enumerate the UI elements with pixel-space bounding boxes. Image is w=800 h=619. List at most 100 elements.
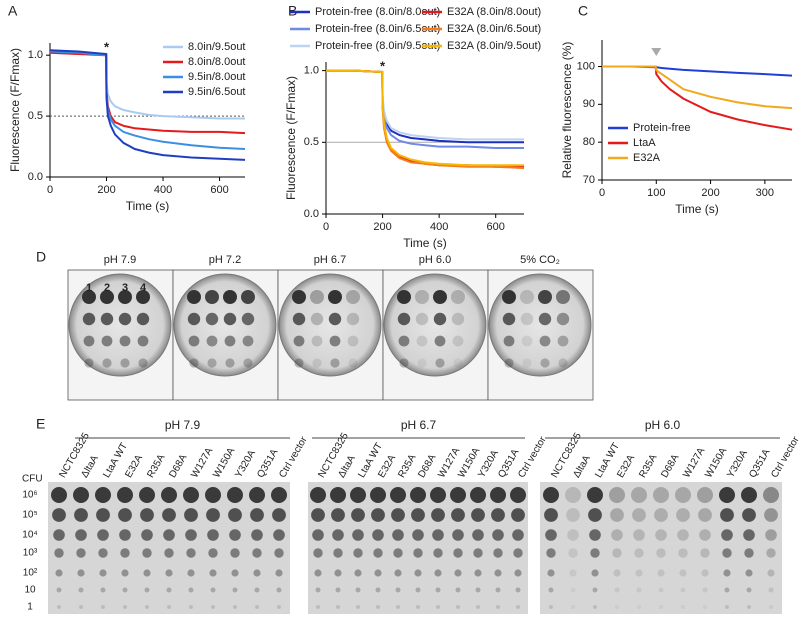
y-tick-label: 80 [583,136,595,148]
colony-spot [415,312,429,326]
colony-spot [632,508,646,522]
plate [488,273,592,377]
colony-spot [633,529,645,541]
legend-label: 9.5in/6.5out [188,86,246,98]
colony-spot [183,487,199,503]
condition-label: 5% CO₂ [520,254,560,266]
colony-spot [703,605,707,609]
colony-spot [142,548,152,558]
x-axis-label: Time (s) [126,199,170,213]
colony-spot [141,529,153,541]
colony-spot [495,587,501,593]
colony-spot [701,569,709,577]
legend-label: E32A [633,152,661,164]
colony-spot [493,548,503,558]
colony-spot [511,508,525,522]
colony-spot [456,605,460,609]
colony-spot [452,335,464,347]
colony-spot [253,569,261,577]
colony-spot [209,569,217,577]
colony-spot [747,605,751,609]
colony-spot [121,569,129,577]
colony-spot [138,358,148,368]
colony-spot [184,508,198,522]
condition-label: pH 6.7 [314,254,346,266]
colony-spot [635,569,643,577]
legend-label: E32A (8.0in/9.5out) [447,40,541,52]
colony-spot [568,548,578,558]
series-line [326,69,525,170]
colony-spot [473,548,483,558]
colony-spot [254,587,260,593]
colony-spot [331,508,345,522]
colony-spot [118,508,132,522]
colony-spot [397,312,411,326]
cfu-label: 10⁵ [22,510,37,521]
x-tick-label: 400 [154,184,172,196]
colony-spot [77,569,85,577]
colony-spot [471,508,485,522]
colony-spot [353,548,363,558]
colony-spot [229,529,241,541]
colony-spot [206,335,218,347]
colony-spot [591,569,599,577]
y-tick-label: 100 [577,60,595,72]
colony-spot [82,312,96,326]
colony-spot [436,605,440,609]
colony-spot [514,569,522,577]
colony-spot [99,569,107,577]
strain-label: Y320A [233,448,258,480]
colony-spot [431,508,445,522]
colony-spot [557,335,569,347]
colony-spot [434,569,442,577]
strain-label: ΔltaA [336,453,358,479]
colony-spot [450,487,466,503]
colony-spot [417,358,427,368]
strain-label: D68A [416,452,438,479]
colony-spot [102,358,112,368]
panel-label: D [36,249,46,265]
colony-spot [567,529,579,541]
plate [278,273,382,377]
colony-spot [411,508,425,522]
colony-spot [79,605,83,609]
colony-spot [539,335,551,347]
colony-spot [165,569,173,577]
y-tick-label: 70 [583,174,595,186]
colony-spot [544,508,558,522]
strain-label: E32A [123,453,145,480]
colony-spot [117,487,133,503]
colony-spot [766,548,776,558]
colony-spot [745,569,753,577]
colony-spot [136,290,150,304]
colony-spot [565,487,581,503]
strain-label: Y320A [725,448,750,480]
colony-spot [609,487,625,503]
series-line [602,65,793,77]
colony-spot [474,569,482,577]
colony-spot [205,312,219,326]
colony-spot [330,487,346,503]
colony-spot [354,569,362,577]
colony-spot [413,548,423,558]
colony-spot [513,548,523,558]
colony-spot [122,587,128,593]
series-line [602,65,793,110]
colony-spot [746,587,752,593]
condition-label: pH 7.2 [209,254,241,266]
colony-spot [101,605,105,609]
colony-spot [680,587,686,593]
colony-spot [271,487,287,503]
strain-label: D68A [659,452,681,479]
colony-spot [100,290,114,304]
colony-spot [399,358,409,368]
colony-spot [397,290,411,304]
colony-spot [433,290,447,304]
colony-spot [167,605,171,609]
colony-spot [433,548,443,558]
colony-spot [310,312,324,326]
colony-spot [593,605,597,609]
colony-spot [228,508,242,522]
colony-spot [276,587,282,593]
colony-spot [658,587,664,593]
